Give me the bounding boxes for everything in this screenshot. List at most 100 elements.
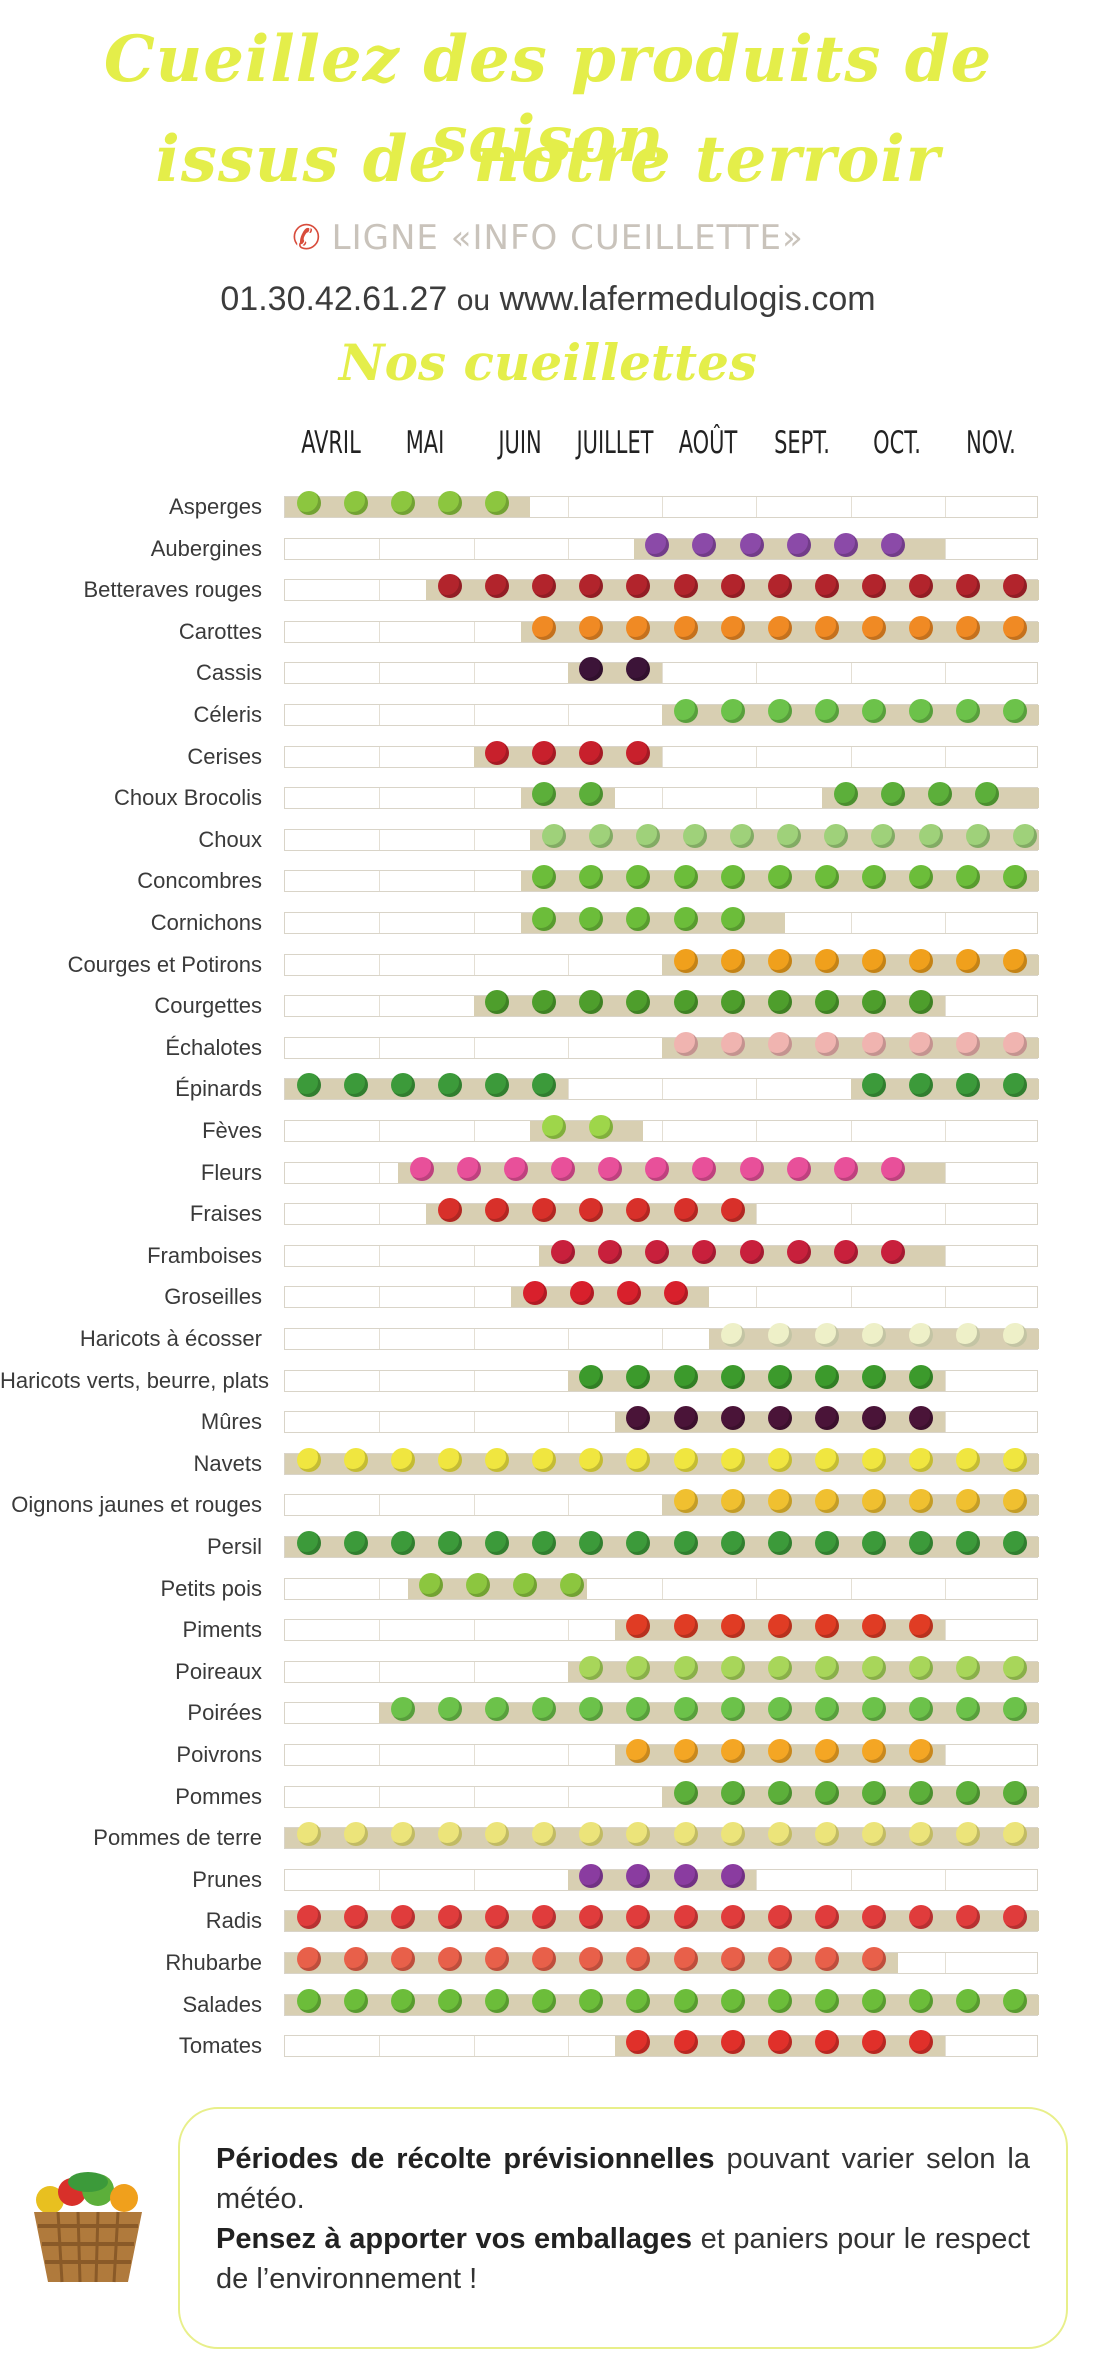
carrot-icon <box>579 615 604 640</box>
carrot-icon <box>673 615 698 640</box>
footer-note: Périodes de récolte prévisionnelles pouv… <box>178 2107 1068 2349</box>
beetroot-icon <box>532 574 557 599</box>
zucchini-icon <box>814 990 839 1015</box>
month-divider <box>473 1245 475 1266</box>
beetroot-icon <box>437 574 462 599</box>
month-header: AOÛT <box>678 425 738 461</box>
broccoli-icon <box>975 782 1000 807</box>
month-divider <box>662 1329 663 1349</box>
lettuce-icon <box>862 1988 887 2013</box>
month-divider <box>379 1578 381 1599</box>
crop-label: Fleurs <box>200 1159 262 1185</box>
parsley-icon <box>343 1531 368 1555</box>
lettuce-icon <box>626 1988 651 2013</box>
harvest-period <box>473 746 662 767</box>
phone-number[interactable]: 01.30.42.61.27 <box>220 280 448 318</box>
redcurrant-icon <box>522 1281 547 1306</box>
carrot-icon <box>909 615 934 640</box>
chili-icon <box>673 1614 698 1639</box>
crop-row-track <box>284 699 1039 726</box>
crop-row-track <box>284 1780 1039 1808</box>
potato-icon <box>720 1822 745 1847</box>
radish-icon <box>579 1905 604 1930</box>
celery-icon <box>1003 699 1028 723</box>
zucchini-icon <box>862 990 887 1015</box>
month-divider <box>567 538 569 559</box>
radish-icon <box>343 1905 368 1930</box>
chard-icon <box>390 1697 415 1722</box>
cabbage-icon <box>918 823 943 848</box>
crop-label: Haricots verts, beurre, plats <box>0 1367 269 1393</box>
crop-row-track <box>284 2030 1038 2058</box>
green-bean-icon <box>579 1364 604 1389</box>
cabbage-icon <box>824 823 849 848</box>
pea-icon <box>466 1572 491 1597</box>
flower-icon <box>833 1156 858 1181</box>
month-divider <box>944 2036 946 2057</box>
section-title: Nos cueillettes <box>338 333 758 392</box>
rhubarb-icon <box>296 1947 321 1971</box>
carrot-icon <box>862 615 887 640</box>
footer-text: Périodes de récolte prévisionnelles pouv… <box>216 2139 1030 2299</box>
harvest-period <box>850 1079 1039 1100</box>
pepper-icon <box>814 1739 839 1763</box>
cucumber-icon <box>767 865 792 890</box>
broccoli-icon <box>880 782 905 807</box>
month-divider <box>379 2036 381 2057</box>
zucchini-icon <box>626 990 651 1015</box>
cherry-icon <box>626 740 651 765</box>
broccoli-icon <box>928 782 953 807</box>
crop-row-track <box>284 1697 1039 1725</box>
crop-row-track <box>284 1281 1038 1309</box>
chili-icon <box>814 1614 839 1639</box>
turnip-icon <box>814 1447 839 1472</box>
crop-label: Concombres <box>137 868 262 894</box>
radish-icon <box>862 1905 887 1930</box>
crop-label: Carottes <box>178 618 262 644</box>
crop-row-track <box>284 1156 1038 1184</box>
rhubarb-icon <box>532 1947 557 1971</box>
flower-icon <box>503 1156 528 1181</box>
cabbage-icon <box>1012 823 1037 848</box>
apple-icon <box>956 1780 981 1805</box>
month-divider <box>379 1162 381 1183</box>
tomato-icon <box>909 2030 934 2055</box>
carrot-icon <box>814 615 839 640</box>
month-divider <box>567 1037 569 1058</box>
crop-label: Échalotes <box>165 1034 262 1060</box>
leek-icon <box>1003 1655 1028 1680</box>
month-divider <box>850 1287 852 1308</box>
month-divider <box>756 663 758 684</box>
month-divider <box>379 621 381 642</box>
raspberry-icon <box>692 1239 717 1264</box>
plum-icon <box>579 1863 604 1888</box>
month-divider <box>756 1578 758 1599</box>
potato-icon <box>909 1822 934 1847</box>
raspberry-icon <box>739 1239 764 1264</box>
spinach-icon <box>532 1073 557 1098</box>
rhubarb-icon <box>626 1947 651 1971</box>
radish-icon <box>909 1905 934 1930</box>
tomato-icon <box>862 2030 887 2055</box>
radish-icon <box>532 1905 557 1930</box>
spinach-icon <box>485 1073 510 1098</box>
parsley-icon <box>814 1531 839 1555</box>
tomato-icon <box>720 2030 745 2055</box>
crop-label: Rhubarbe <box>165 1950 262 1975</box>
crop-row-track <box>284 1447 1039 1475</box>
lettuce-icon <box>720 1988 745 2013</box>
month-divider <box>473 1287 475 1308</box>
crop-label: Salades <box>182 1991 262 2017</box>
pumpkin-icon <box>814 948 839 973</box>
month-divider <box>379 746 381 767</box>
cabbage-icon <box>965 823 990 848</box>
apple-icon <box>767 1780 792 1805</box>
website-link[interactable]: www.lafermedulogis.com <box>499 280 876 318</box>
asparagus-icon <box>485 491 510 515</box>
harvest-period <box>662 1495 1039 1516</box>
celery-icon <box>956 699 981 723</box>
month-divider <box>944 538 946 559</box>
onion-icon <box>862 1489 887 1514</box>
chili-icon <box>767 1614 792 1639</box>
month-divider <box>379 580 381 601</box>
